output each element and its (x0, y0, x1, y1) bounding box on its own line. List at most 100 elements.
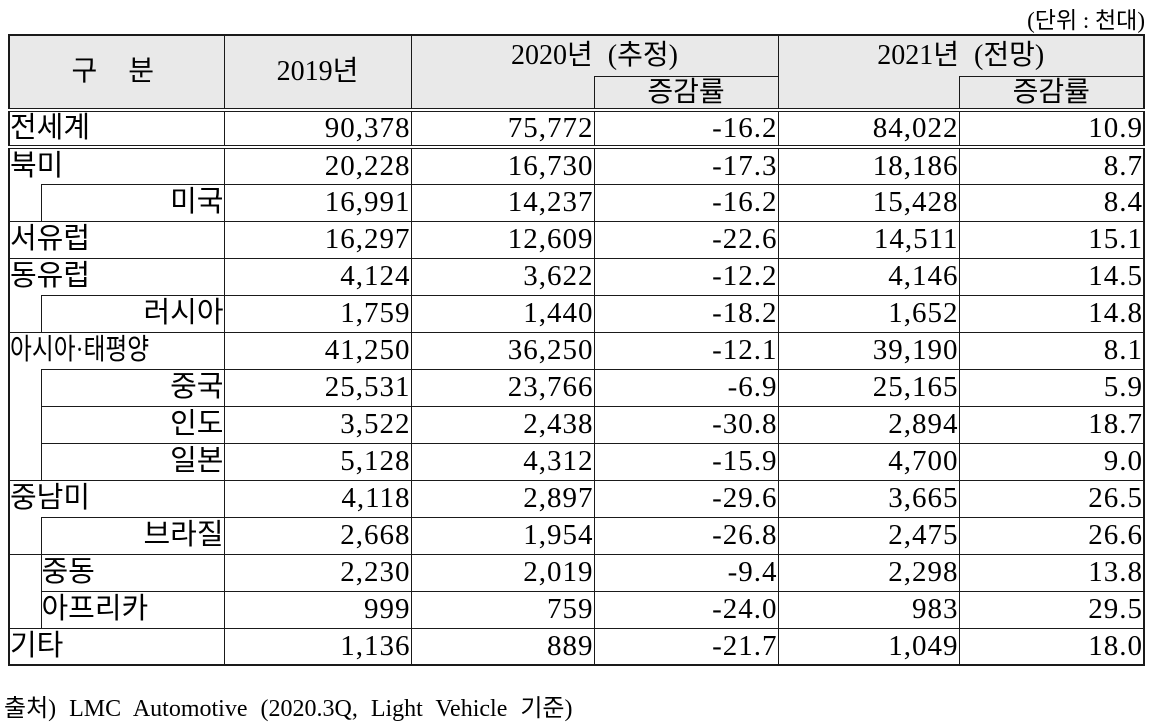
indent-strip (9, 517, 41, 554)
russia-value-2020: 1,440 (410, 294, 594, 332)
world-rate-2020: -16.2 (593, 109, 778, 149)
middle-east-value-2020: 2,019 (410, 553, 594, 591)
usa-value-2021: 15,428 (777, 183, 959, 221)
usa-rate-2021: 8.4 (958, 183, 1144, 221)
row-others: 기타 1,136 889 -21.7 1,049 18.0 (9, 627, 1144, 665)
label-china: 중국 (40, 368, 224, 406)
india-value-2021: 2,894 (777, 405, 959, 443)
east-europe-value-2020: 3,622 (410, 257, 594, 295)
japan-value-2020: 4,312 (410, 442, 594, 480)
russia-rate-2021: 14.8 (958, 294, 1144, 332)
japan-value-2021: 4,700 (777, 442, 959, 480)
asia-pacific-value-2020: 36,250 (410, 331, 594, 369)
row-west-europe: 서유럽 16,297 12,609 -22.6 14,511 15.1 (9, 220, 1144, 258)
header-category: 구 분 (9, 35, 225, 112)
north-america-value-2019: 20,228 (223, 146, 411, 184)
west-europe-value-2021: 14,511 (777, 220, 959, 258)
east-europe-rate-2021: 14.5 (958, 257, 1144, 295)
header-2021-forecast: 2021년 (전망) (777, 35, 1144, 76)
middle-east-value-2021: 2,298 (777, 553, 959, 591)
west-europe-value-2019: 16,297 (223, 220, 411, 258)
world-value-2019: 90,378 (223, 109, 411, 149)
brazil-value-2020: 1,954 (410, 516, 594, 554)
table-header: 구 분 2019년 2020년 (추정) 2021년 (전망) 증감률 증감률 (9, 35, 1144, 112)
row-africa: 아프리카 999 759 -24.0 983 29.5 (9, 590, 1144, 628)
asia-pacific-rate-2021: 8.1 (958, 331, 1144, 369)
asia-pacific-rate-2020: -12.1 (593, 331, 778, 369)
asia-pacific-value-2021: 39,190 (777, 331, 959, 369)
row-usa: 미국 16,991 14,237 -16.2 15,428 8.4 (9, 183, 1144, 221)
china-value-2021: 25,165 (777, 368, 959, 406)
west-europe-rate-2021: 15.1 (958, 220, 1144, 258)
china-rate-2021: 5.9 (958, 368, 1144, 406)
latin-america-value-2019: 4,118 (223, 479, 411, 517)
china-rate-2020: -6.9 (593, 368, 778, 406)
west-europe-rate-2020: -22.6 (593, 220, 778, 258)
others-value-2021: 1,049 (777, 627, 959, 665)
usa-value-2020: 14,237 (410, 183, 594, 221)
row-latin-america: 중남미 4,118 2,897 -29.6 3,665 26.5 (9, 479, 1144, 517)
others-value-2020: 889 (410, 627, 594, 665)
label-japan: 일본 (40, 442, 224, 480)
source-note: 출처) LMC Automotive (2020.3Q, Light Vehic… (4, 696, 573, 722)
indent-strip (9, 591, 41, 628)
africa-rate-2021: 29.5 (958, 590, 1144, 628)
header-2020-change-rate: 증감률 (593, 75, 778, 112)
usa-value-2019: 16,991 (223, 183, 411, 221)
label-india: 인도 (40, 405, 224, 443)
brazil-rate-2021: 26.6 (958, 516, 1144, 554)
africa-value-2021: 983 (777, 590, 959, 628)
header-2020-estimate: 2020년 (추정) (410, 35, 778, 76)
usa-rate-2020: -16.2 (593, 183, 778, 221)
label-world: 전세계 (9, 109, 224, 149)
header-2020-spacer (410, 76, 594, 112)
latin-america-rate-2021: 26.5 (958, 479, 1144, 517)
row-north-america: 북미 20,228 16,730 -17.3 18,186 8.7 (9, 146, 1144, 184)
row-world: 전세계 90,378 75,772 -16.2 84,022 10.9 (9, 109, 1144, 149)
brazil-value-2021: 2,475 (777, 516, 959, 554)
china-value-2020: 23,766 (410, 368, 594, 406)
indent-strip (9, 406, 41, 443)
west-europe-value-2020: 12,609 (410, 220, 594, 258)
others-rate-2021: 18.0 (958, 627, 1144, 665)
row-asia-pacific: 아시아·태평양 41,250 36,250 -12.1 39,190 8.1 (9, 331, 1144, 369)
indent-strip (9, 295, 41, 332)
middle-east-rate-2020: -9.4 (593, 553, 778, 591)
north-america-rate-2021: 8.7 (958, 146, 1144, 184)
label-middle-east: 중동 (40, 553, 224, 591)
header-2019: 2019년 (224, 35, 412, 112)
label-north-america: 북미 (9, 146, 224, 184)
russia-value-2021: 1,652 (777, 294, 959, 332)
india-value-2019: 3,522 (223, 405, 411, 443)
label-east-europe: 동유럽 (9, 257, 224, 295)
brazil-value-2019: 2,668 (223, 516, 411, 554)
world-value-2021: 84,022 (777, 109, 959, 149)
row-japan: 일본 5,128 4,312 -15.9 4,700 9.0 (9, 442, 1144, 480)
indent-strip (9, 443, 41, 480)
middle-east-rate-2021: 13.8 (958, 553, 1144, 591)
header-2021-change-rate: 증감률 (958, 75, 1144, 112)
indent-strip (9, 184, 41, 221)
china-value-2019: 25,531 (223, 368, 411, 406)
latin-america-rate-2020: -29.6 (593, 479, 778, 517)
india-rate-2021: 18.7 (958, 405, 1144, 443)
east-europe-value-2019: 4,124 (223, 257, 411, 295)
others-value-2019: 1,136 (223, 627, 411, 665)
north-america-value-2020: 16,730 (410, 146, 594, 184)
east-europe-value-2021: 4,146 (777, 257, 959, 295)
vehicle-demand-forecast-table: 구 분 2019년 2020년 (추정) 2021년 (전망) 증감률 증감률 … (8, 34, 1145, 666)
unit-note: (단위 : 천대) (1027, 8, 1145, 33)
row-india: 인도 3,522 2,438 -30.8 2,894 18.7 (9, 405, 1144, 443)
label-latin-america: 중남미 (9, 479, 224, 517)
row-russia: 러시아 1,759 1,440 -18.2 1,652 14.8 (9, 294, 1144, 332)
asia-pacific-value-2019: 41,250 (223, 331, 411, 369)
russia-rate-2020: -18.2 (593, 294, 778, 332)
label-usa: 미국 (40, 183, 224, 221)
label-russia: 러시아 (40, 294, 224, 332)
middle-east-value-2019: 2,230 (223, 553, 411, 591)
indent-strip (9, 553, 41, 591)
japan-rate-2020: -15.9 (593, 442, 778, 480)
latin-america-value-2020: 2,897 (410, 479, 594, 517)
label-asia-pacific: 아시아·태평양 (9, 331, 224, 369)
